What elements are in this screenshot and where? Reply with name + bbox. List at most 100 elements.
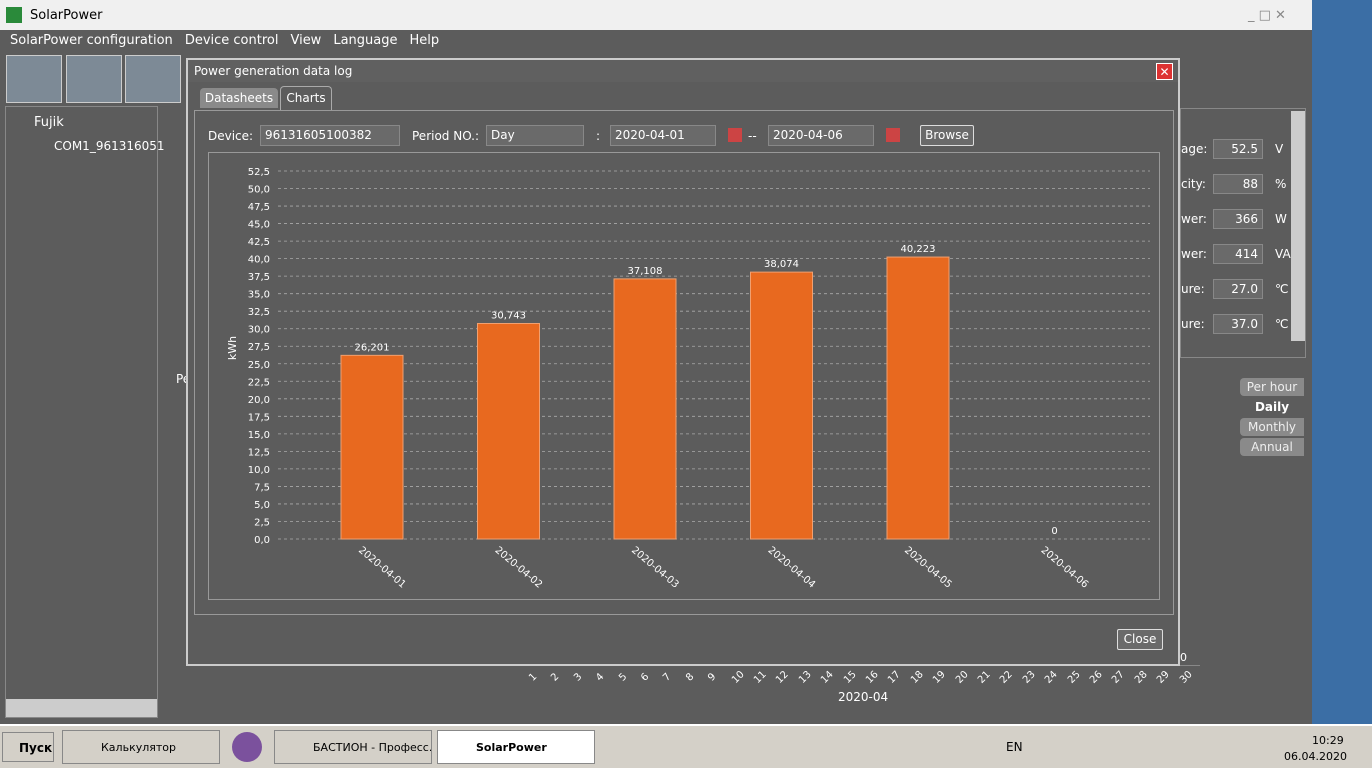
background-x-axis: 1 2 3 4 5 6 7 8 9 10 11 12 13 14 15 16 17 18 19 20 21 22 23 24 2… — [440, 665, 1200, 705]
side-tabs: Per hour Daily Monthly Annual — [1240, 378, 1304, 458]
background-x-tick-label: 2 — [549, 671, 562, 684]
toolbar-monitor[interactable] — [6, 55, 62, 103]
status-unit: VA — [1275, 247, 1291, 261]
background-x-tick-label: 22 — [998, 669, 1016, 686]
value-label: 37,108 — [628, 266, 663, 277]
background-x-tick-label: 20 — [953, 669, 971, 686]
background-x-tick-label: 1 — [527, 671, 540, 684]
y-tick-label: 20,0 — [248, 395, 270, 406]
side-tab[interactable]: Daily — [1240, 398, 1304, 416]
background-x-tick-label: 8 — [683, 671, 697, 684]
period-select[interactable]: Day — [486, 125, 584, 146]
toolbar-chart[interactable] — [125, 55, 181, 103]
background-x-tick-label: 12 — [774, 669, 792, 686]
bar — [750, 271, 813, 540]
status-value: 37.0 — [1213, 314, 1263, 334]
title-bar: SolarPower _ □ ✕ — [0, 0, 1312, 30]
y-tick-label: 25,0 — [248, 360, 270, 371]
date-from[interactable]: 2020-04-01 — [610, 125, 716, 146]
y-tick-label: 42,5 — [248, 237, 270, 248]
menu-item[interactable]: Help — [409, 33, 440, 48]
status-unit: % — [1275, 177, 1287, 191]
y-tick-label: 45,0 — [248, 220, 270, 231]
dialog-title: Power generation data log — [194, 64, 353, 78]
window-controls[interactable]: _ □ ✕ — [1248, 8, 1286, 23]
side-tab[interactable]: Per hour — [1240, 378, 1304, 396]
y-tick-label: 37,5 — [248, 272, 270, 283]
y-tick-label: 52,5 — [248, 167, 270, 178]
close-button[interactable]: Close — [1117, 629, 1163, 650]
y-tick-label: 50,0 — [248, 185, 270, 196]
task-item[interactable]: SolarPower — [437, 730, 595, 764]
status-value: 414 — [1213, 244, 1263, 264]
tree-panel: Fujik COM1_961316051 — [5, 106, 165, 718]
status-unit: ℃ — [1275, 282, 1289, 296]
background-x-tick-label: 26 — [1087, 669, 1105, 686]
date-to[interactable]: 2020-04-06 — [768, 125, 874, 146]
menu-item[interactable]: Language — [333, 33, 398, 48]
calendar-icon[interactable] — [728, 128, 742, 142]
background-x-tick-label: 7 — [661, 671, 674, 684]
y-tick-label: 12,5 — [248, 447, 270, 458]
background-x-tick-label: 16 — [863, 669, 881, 686]
bar — [477, 323, 540, 540]
y-tick-label: 15,0 — [248, 430, 270, 441]
start-button[interactable]: Пуск — [2, 732, 54, 762]
y-tick-label: 30,0 — [248, 325, 270, 336]
status-value: 27.0 — [1213, 279, 1263, 299]
background-x-tick-label: 9 — [706, 671, 719, 684]
status-label: wer: — [1181, 212, 1207, 226]
tab-charts[interactable]: Charts — [280, 86, 332, 110]
status-label: ure: — [1181, 317, 1205, 331]
y-tick-label: 5,0 — [254, 500, 270, 511]
background-x-tick-label: 28 — [1132, 669, 1150, 686]
menu-item[interactable]: Device control — [184, 33, 279, 48]
background-x-tick-label: 15 — [841, 669, 859, 686]
background-x-tick-label: 29 — [1155, 669, 1172, 686]
colon: : — [596, 129, 601, 143]
menu-bar: SolarPower configuration Device control Vi… — [0, 30, 1312, 52]
toolbar-settings[interactable] — [66, 55, 122, 103]
y-tick-label: 2,5 — [254, 517, 270, 528]
browse-button[interactable]: Browse — [920, 125, 974, 146]
calendar-icon[interactable] — [886, 128, 900, 142]
status-unit: W — [1275, 212, 1287, 226]
value-label: 38,074 — [764, 259, 799, 270]
background-x-tick-label: 3 — [571, 671, 585, 684]
date-dash: -- — [748, 129, 757, 143]
task-item[interactable]: Калькулятор — [62, 730, 220, 764]
bar — [886, 256, 950, 540]
status-unit: V — [1275, 142, 1284, 156]
background-x-tick-label: 14 — [819, 669, 836, 686]
language[interactable]: EN — [1006, 740, 1023, 754]
tree-child[interactable]: COM1_961316051 — [54, 139, 165, 153]
task-item[interactable]: БАСТИОН - Професс... — [274, 730, 432, 764]
background-x-tick-label: 4 — [594, 671, 607, 684]
tree-scrollbar[interactable] — [6, 699, 157, 717]
menu-item[interactable]: View — [290, 33, 322, 48]
device-select[interactable]: 96131605100382 — [260, 125, 400, 146]
tab-datasheets[interactable]: Datasheets — [200, 88, 278, 108]
y-tick-label: 17,5 — [248, 412, 270, 423]
menu-item[interactable]: SolarPower configuration — [10, 33, 173, 48]
dialog-close-x[interactable]: ✕ — [1156, 63, 1173, 80]
y-tick-label: 10,0 — [248, 465, 270, 476]
bar — [613, 278, 677, 540]
status-scrollbar[interactable] — [1291, 111, 1305, 341]
background-x-tick-label: 13 — [796, 669, 814, 686]
background-x-title: 2020-04 — [838, 690, 889, 704]
tree-root[interactable]: Fujik — [34, 115, 64, 130]
device-label: Device: — [208, 129, 254, 143]
background-x-tick-label: 6 — [639, 671, 652, 684]
side-tab[interactable]: Monthly — [1240, 418, 1304, 436]
background-x-tick-label: 27 — [1110, 669, 1128, 686]
viber-icon[interactable] — [232, 732, 262, 762]
background-x-tick-label: 17 — [886, 669, 904, 686]
background-x-tick-label: 23 — [1020, 669, 1038, 686]
value-label: 0 — [1051, 526, 1057, 537]
window-title: SolarPower — [30, 8, 103, 23]
side-tab[interactable]: Annual — [1240, 438, 1304, 456]
background-x-tick-label: 25 — [1065, 669, 1083, 686]
